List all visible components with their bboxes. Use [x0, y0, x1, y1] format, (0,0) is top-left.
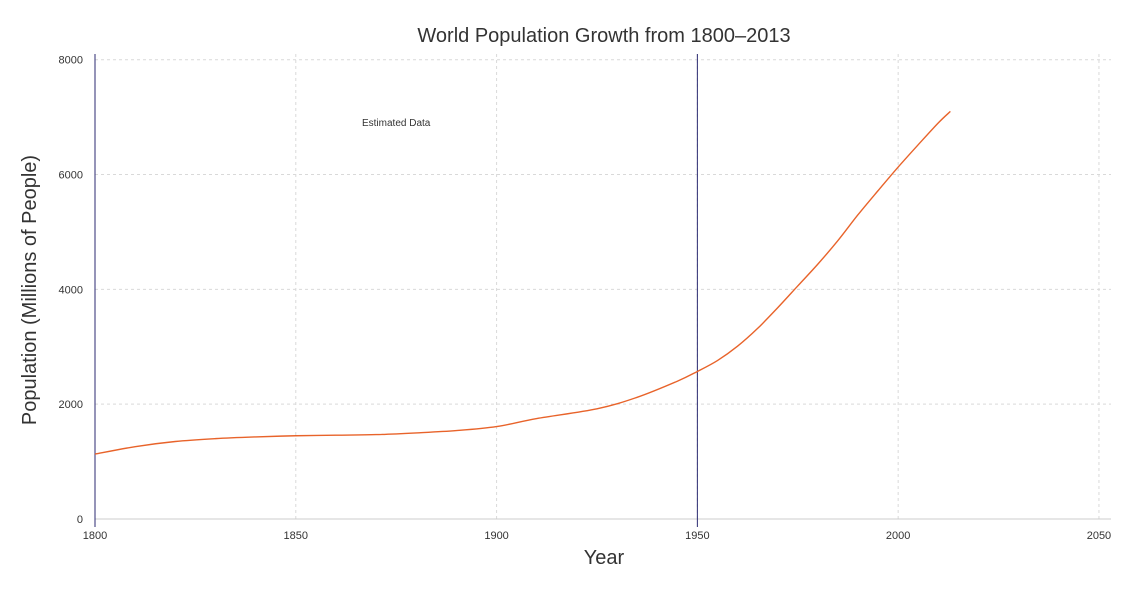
y-tick-label: 4000: [59, 284, 83, 296]
x-axis-label: Year: [584, 547, 625, 569]
series-group: [94, 110, 951, 455]
x-tick-label: 1950: [685, 530, 709, 542]
annotation-estimated-data: Estimated Data: [362, 118, 431, 129]
x-tick-label: 2050: [1087, 530, 1111, 542]
y-tick-label: 2000: [59, 399, 83, 411]
x-tick-label: 1800: [83, 530, 107, 542]
x-tick-label: 2000: [886, 530, 910, 542]
y-tick-label: 8000: [59, 55, 83, 67]
population-series-line: [94, 110, 951, 455]
x-tick-label: 1900: [484, 530, 508, 542]
y-tick-label: 6000: [59, 170, 83, 182]
tick-labels: 0 2000 4000 6000 8000 1800 1850 1900 1950 2000 205…: [59, 55, 1112, 542]
grid: [94, 54, 1111, 520]
y-axis-label: Population (Millions of People): [19, 155, 41, 425]
chart-title: World Population Growth from 1800–2013: [417, 25, 790, 47]
reference-lines: [94, 54, 698, 527]
x-tick-label: 1850: [284, 530, 308, 542]
y-tick-label: 0: [77, 514, 83, 526]
